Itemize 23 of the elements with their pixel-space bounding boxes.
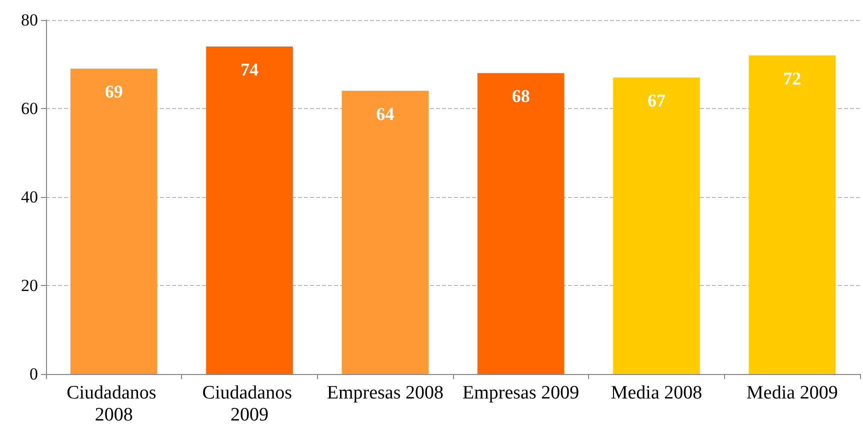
y-tick-label: 20 [21, 276, 38, 295]
y-tick-label: 0 [30, 364, 38, 384]
data-label: 67 [648, 90, 666, 111]
x-tick-label: Ciudadanos 2009 [202, 382, 297, 426]
bar [206, 46, 293, 374]
bar [342, 90, 429, 374]
x-tick-label: Media 2008 [610, 382, 702, 404]
y-tick-label: 40 [21, 188, 38, 206]
x-tick-label: Empresas 2008 [326, 382, 444, 404]
y-tick-label: 80 [21, 10, 38, 30]
bar [748, 55, 836, 374]
data-label: 72 [783, 68, 802, 88]
x-tick-label: Empresas 2009 [462, 382, 580, 404]
x-tick-label: Ciudadanos 2008 [66, 382, 162, 426]
bar [70, 68, 158, 374]
x-tick-label: Media 2009 [746, 382, 838, 404]
data-label: 69 [104, 82, 123, 102]
data-label: 74 [240, 60, 258, 80]
bar [477, 73, 564, 374]
y-tick-label: 60 [21, 99, 38, 118]
data-label: 68 [512, 86, 530, 106]
data-label: 64 [376, 104, 394, 124]
bar [613, 78, 700, 374]
